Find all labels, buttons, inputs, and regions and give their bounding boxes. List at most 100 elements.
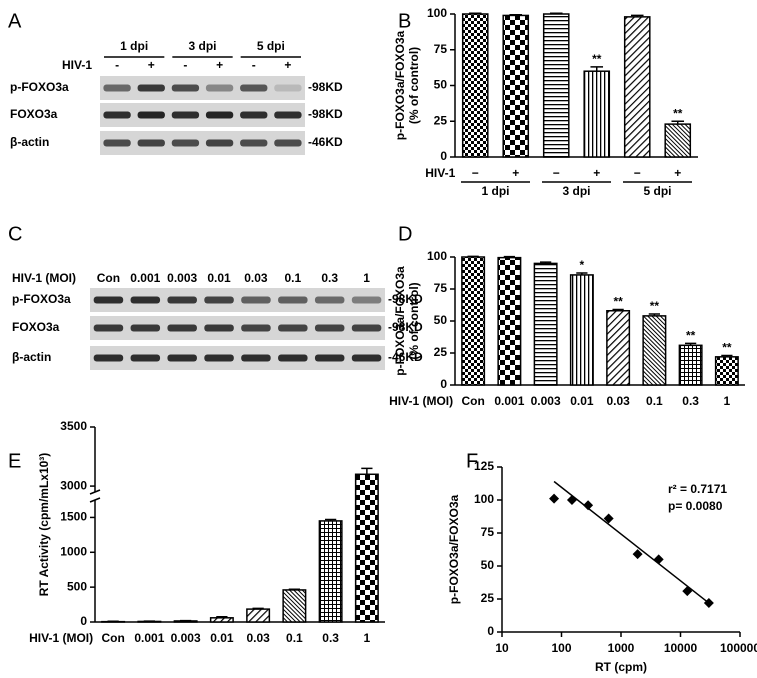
band (137, 111, 165, 119)
lane-label: 0.001 (130, 271, 160, 285)
error-bar (540, 261, 552, 264)
bar (623, 16, 651, 158)
x-tick-label: + (512, 166, 519, 180)
y-tick-label: 75 (434, 42, 448, 56)
y-tick-label: 75 (481, 525, 495, 539)
lane-label: 0.03 (244, 271, 268, 285)
bar (209, 617, 234, 623)
lane-label: Con (97, 271, 120, 285)
error-bar (503, 255, 515, 258)
x-tick-label: 0.03 (246, 631, 270, 645)
row-label: β-actin (10, 135, 49, 149)
error-bar (216, 616, 228, 618)
x-tick-label: 1000 (608, 641, 635, 655)
y-axis-label: RT Activity (cpm/mLx10³) (37, 453, 51, 597)
bar (542, 13, 570, 158)
x-tick-label: 0.3 (682, 394, 699, 408)
y-tick-label: 125 (474, 459, 494, 473)
y-tick-label: 100 (427, 249, 447, 263)
band (137, 139, 165, 147)
band (274, 139, 302, 147)
annotation: r² = 0.7171 (668, 482, 727, 496)
band (278, 324, 308, 332)
bar (533, 262, 558, 386)
y-tick-label: 100 (427, 6, 447, 20)
x-tick-label: − (634, 166, 641, 180)
point (603, 513, 614, 524)
fit-line (553, 480, 710, 604)
lane-label: 0.3 (321, 271, 338, 285)
significance: * (580, 258, 585, 272)
bar (318, 520, 343, 623)
band (93, 296, 124, 304)
lane-header: HIV-1 (62, 58, 92, 72)
band (278, 296, 308, 304)
error-bar (288, 588, 300, 590)
x-axis-label: RT (cpm) (595, 660, 647, 674)
x-tick-label: 10000 (664, 641, 698, 655)
row-label: p-FOXO3a (12, 292, 71, 306)
error-bar (612, 308, 624, 311)
band (314, 354, 345, 362)
band (241, 354, 271, 362)
band (241, 324, 271, 332)
x-tick-label: Con (461, 394, 484, 408)
bar (569, 274, 594, 386)
lane-label: - (252, 58, 256, 72)
x-tick-label: 0.003 (171, 631, 201, 645)
x-tick-label: 0.03 (606, 394, 630, 408)
lane-label: 0.1 (284, 271, 301, 285)
axis-break (89, 497, 101, 503)
x-prefix-label: HIV-1 (MOI) (389, 394, 453, 408)
band (103, 84, 131, 92)
panel-letter: F (466, 450, 478, 472)
x-tick-label: 0.01 (570, 394, 594, 408)
band (314, 324, 345, 332)
error-bar (671, 120, 685, 125)
error-bar (630, 14, 644, 17)
y-tick-label: 50 (481, 558, 495, 572)
point (632, 549, 643, 560)
group-label: 1 dpi (481, 184, 509, 198)
x-tick-label: Con (101, 631, 124, 645)
bar (354, 473, 379, 623)
error-bar (467, 255, 479, 258)
band (274, 84, 302, 92)
band (103, 139, 131, 147)
error-bar (325, 518, 337, 521)
x-tick-label: 0.003 (531, 394, 561, 408)
x-tick-label: 0.001 (494, 394, 524, 408)
lane-label: - (183, 58, 187, 72)
band (204, 354, 234, 362)
blot-strip (100, 103, 305, 127)
band (167, 296, 197, 304)
point (703, 597, 714, 608)
band (241, 296, 271, 304)
y-tick-label: 1000 (60, 544, 87, 558)
annotation: p= 0.0080 (668, 499, 723, 513)
x-tick-label: 0.01 (210, 631, 234, 645)
y-tick-label: 500 (67, 579, 87, 593)
error-bar (252, 607, 264, 610)
x-tick-label: + (593, 166, 600, 180)
lane-label: 0.003 (167, 271, 197, 285)
band (171, 139, 200, 147)
y-tick-label: 100 (474, 492, 494, 506)
band (130, 296, 161, 304)
row-label: p-FOXO3a (10, 80, 69, 94)
band (240, 84, 268, 92)
y-tick-label: 0 (80, 614, 87, 628)
panel-letter: B (398, 10, 411, 32)
band (137, 84, 165, 92)
band (93, 324, 124, 332)
error-bar (648, 313, 660, 316)
band (240, 139, 268, 147)
row-label: FOXO3a (12, 320, 60, 334)
error-bar (685, 342, 697, 346)
bar (461, 256, 486, 386)
y-tick-label: 3000 (60, 478, 87, 492)
significance: ** (613, 295, 623, 309)
size-label: -46KD (308, 135, 343, 149)
bar (282, 589, 307, 623)
